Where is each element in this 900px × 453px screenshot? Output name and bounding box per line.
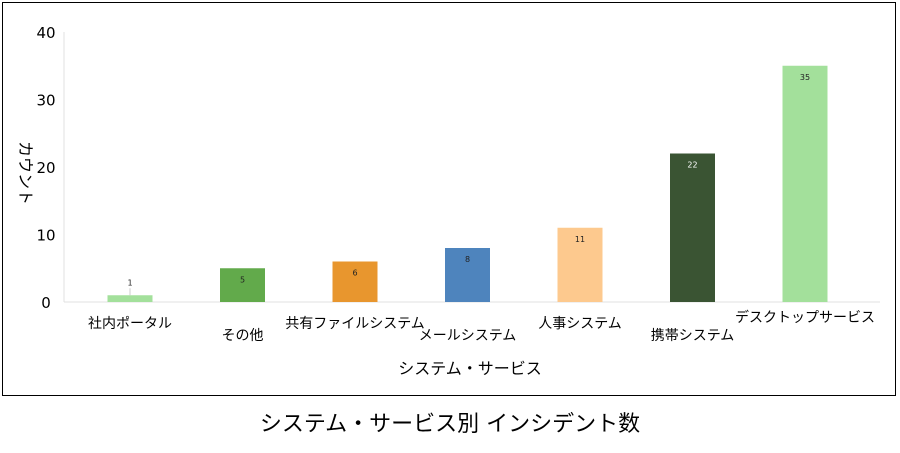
data-label: 22 (687, 161, 697, 170)
chart-caption: システム・サービス別 インシデント数 (259, 412, 641, 437)
x-tick-label: 社内ポータル (88, 316, 172, 332)
data-label: 5 (240, 275, 245, 284)
x-axis-title: システム・サービス (398, 359, 542, 378)
data-label: 1 (127, 278, 132, 287)
y-tick-label: 10 (36, 227, 55, 245)
y-tick-label: 20 (36, 159, 55, 177)
data-label: 35 (800, 73, 810, 82)
bar (782, 65, 828, 302)
bar (445, 248, 490, 302)
x-tick-label: メールシステム (419, 328, 517, 344)
bar (670, 153, 715, 302)
y-tick-label: 40 (36, 24, 55, 42)
bar-chart: 0 10 20 30 40 1 社内ポータル 5 その他 6 共有ファイルシステム 8 メールシステム 1… (16, 24, 880, 378)
x-tick-label: 人事システム (538, 316, 622, 332)
y-tick-label: 0 (41, 294, 51, 312)
y-axis-title: カウント (16, 141, 35, 205)
data-label: 6 (352, 269, 357, 278)
data-label: 8 (465, 255, 470, 264)
x-tick-label: その他 (222, 328, 264, 344)
bar (107, 295, 153, 302)
x-tick-label: 共有ファイルシステム (285, 316, 425, 332)
bar (557, 227, 603, 302)
x-tick-label: デスクトップサービス (735, 309, 875, 326)
bar (332, 261, 378, 302)
data-label: 11 (575, 235, 585, 244)
bar (220, 268, 265, 302)
chart-frame (2, 2, 896, 396)
x-tick-label: 携帯システム (651, 328, 735, 344)
y-tick-label: 30 (36, 92, 55, 110)
